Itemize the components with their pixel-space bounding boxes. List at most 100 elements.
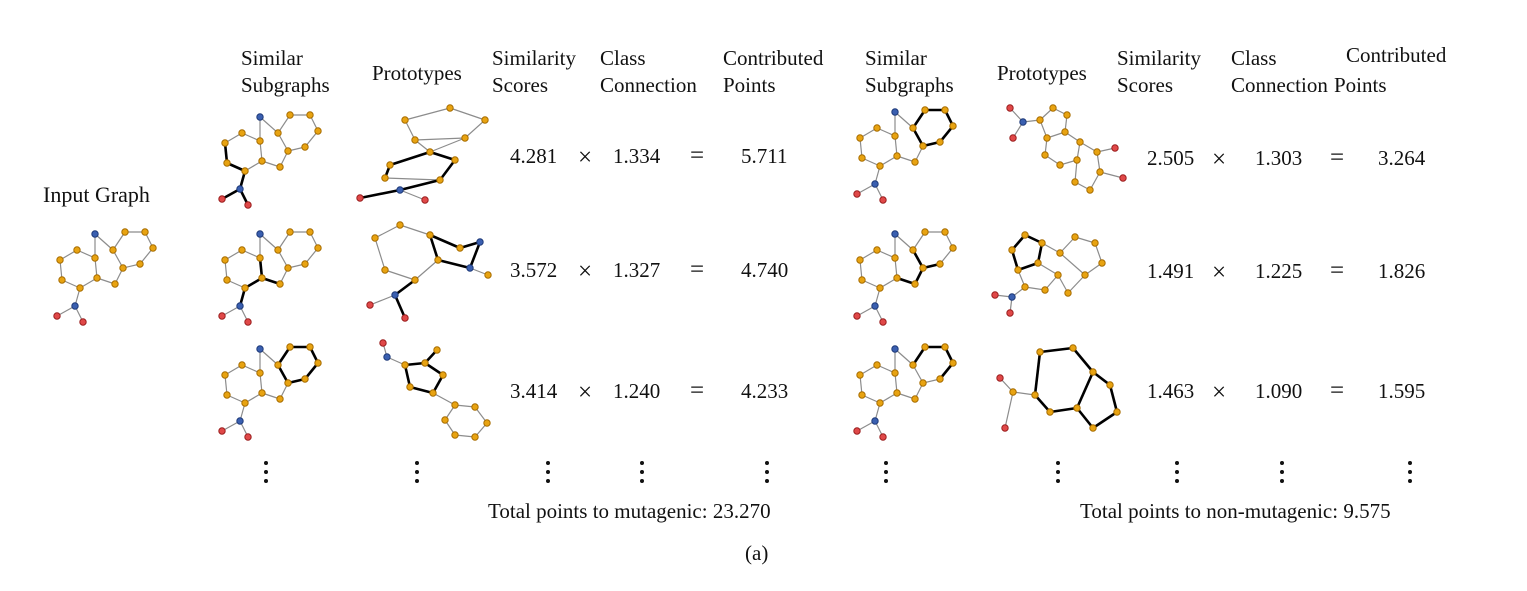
carbon-atom xyxy=(258,157,266,165)
carbon-atom xyxy=(1046,408,1054,416)
right-row3-class: 1.090 xyxy=(1255,379,1303,403)
carbon-atom xyxy=(919,379,927,387)
highlighted-bond xyxy=(389,150,431,167)
carbon-atom xyxy=(909,361,917,369)
carbon-atom xyxy=(876,162,884,170)
highlighted-bond xyxy=(429,233,461,250)
carbon-atom xyxy=(119,264,127,272)
carbon-atom xyxy=(1021,283,1029,291)
carbon-atom xyxy=(1063,111,1071,119)
carbon-atom xyxy=(921,228,929,236)
carbon-atom xyxy=(873,124,881,132)
carbon-atom xyxy=(858,154,866,162)
highlighted-bond xyxy=(1034,394,1051,413)
carbon-atom xyxy=(941,343,949,351)
right-row1-class: 1.303 xyxy=(1255,146,1303,170)
oxygen-atom xyxy=(1006,309,1014,317)
bond xyxy=(894,348,914,366)
left-row2-times: × xyxy=(578,258,593,285)
carbon-atom xyxy=(93,274,101,282)
input-graph xyxy=(53,228,157,326)
left-header-scores-line1: Similarity xyxy=(492,46,576,70)
nitrogen-atom xyxy=(396,186,404,194)
right-row2-score: 1.491 xyxy=(1147,259,1195,283)
left-row1-score: 4.281 xyxy=(510,144,558,168)
carbon-atom xyxy=(241,167,249,175)
carbon-atom xyxy=(1009,388,1017,396)
right-row1-equals: = xyxy=(1330,144,1345,171)
carbon-atom xyxy=(396,221,404,229)
bond xyxy=(374,224,401,239)
carbon-atom xyxy=(411,276,419,284)
carbon-atom xyxy=(411,136,419,144)
carbon-atom xyxy=(241,399,249,407)
carbon-atom xyxy=(911,280,919,288)
carbon-atom xyxy=(433,346,441,354)
carbon-atom xyxy=(876,399,884,407)
nitrogen-atom xyxy=(1008,293,1016,301)
carbon-atom xyxy=(121,228,129,236)
highlighted-bond xyxy=(403,364,412,388)
carbon-atom xyxy=(439,371,447,379)
oxygen-atom xyxy=(218,427,226,435)
nitrogen-atom xyxy=(871,180,879,188)
carbon-atom xyxy=(109,246,117,254)
carbon-atom xyxy=(483,419,491,427)
right-row3-points: 1.595 xyxy=(1378,379,1426,403)
carbon-atom xyxy=(286,111,294,119)
carbon-atom xyxy=(256,137,264,145)
carbon-atom xyxy=(858,391,866,399)
nitrogen-atom xyxy=(871,302,879,310)
right-header-prototypes: Prototypes xyxy=(997,61,1087,85)
left-header-points-line1: Contributed xyxy=(723,46,824,70)
oxygen-atom xyxy=(379,339,387,347)
carbon-atom xyxy=(301,143,309,151)
carbon-atom xyxy=(223,391,231,399)
carbon-atom xyxy=(451,401,459,409)
left-row1-equals: = xyxy=(690,142,705,169)
bond xyxy=(259,233,279,251)
left-row1-prototype xyxy=(356,104,489,204)
carbon-atom xyxy=(936,260,944,268)
bond xyxy=(404,119,416,141)
left-row1-times: × xyxy=(578,144,593,171)
nitrogen-atom xyxy=(256,113,264,121)
right-row3-equals: = xyxy=(1330,377,1345,404)
carbon-atom xyxy=(401,361,409,369)
left-row2-score: 3.572 xyxy=(510,258,558,282)
carbon-atom xyxy=(873,361,881,369)
bond xyxy=(1012,391,1036,396)
left-header-points-line2: Points xyxy=(723,73,776,97)
carbon-atom xyxy=(919,264,927,272)
oxygen-atom xyxy=(879,433,887,441)
highlighted-bond xyxy=(1092,410,1118,430)
input-graph-label: Input Graph xyxy=(43,182,150,207)
right-row3-times: × xyxy=(1212,379,1227,406)
right-row2-times: × xyxy=(1212,259,1227,286)
bond xyxy=(399,224,431,236)
carbon-atom xyxy=(1073,404,1081,412)
highlighted-bond xyxy=(1033,351,1042,396)
carbon-atom xyxy=(909,124,917,132)
carbon-atom xyxy=(401,116,409,124)
carbon-atom xyxy=(1041,286,1049,294)
right-row1-points: 3.264 xyxy=(1378,146,1426,170)
carbon-atom xyxy=(73,246,81,254)
highlighted-bond xyxy=(429,150,456,162)
carbon-atom xyxy=(436,176,444,184)
carbon-atom xyxy=(949,122,957,130)
right-row2-subgraph xyxy=(853,228,957,326)
highlighted-bond xyxy=(394,278,416,297)
carbon-atom xyxy=(221,139,229,147)
carbon-atom xyxy=(221,256,229,264)
carbon-atom xyxy=(434,256,442,264)
oxygen-atom xyxy=(853,190,861,198)
carbon-atom xyxy=(1034,259,1042,267)
oxygen-atom xyxy=(879,318,887,326)
carbon-atom xyxy=(1106,381,1114,389)
carbon-atom xyxy=(1049,104,1057,112)
carbon-atom xyxy=(421,359,429,367)
left-row3-times: × xyxy=(578,379,593,406)
carbon-atom xyxy=(314,244,322,252)
highlighted-bond xyxy=(399,178,441,192)
